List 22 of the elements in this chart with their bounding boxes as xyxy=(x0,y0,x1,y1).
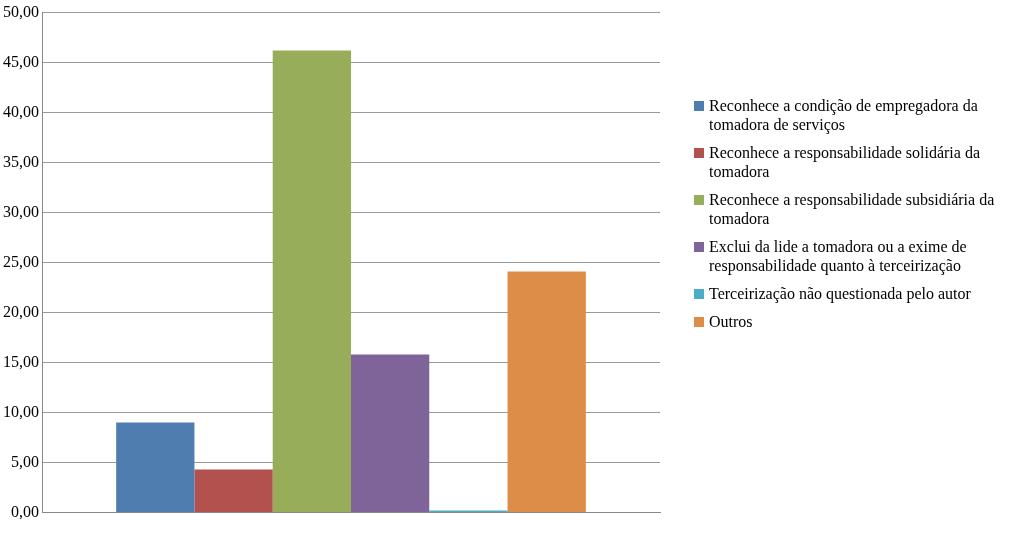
bar xyxy=(116,422,195,513)
y-tick-label: 10,00 xyxy=(3,402,39,420)
y-tick-label: 45,00 xyxy=(3,52,39,70)
y-tick-label: 15,00 xyxy=(3,352,39,370)
bar xyxy=(507,271,586,513)
bar xyxy=(194,469,273,513)
y-tick-label: 20,00 xyxy=(3,302,39,320)
y-tick-label: 35,00 xyxy=(3,152,39,170)
legend-label: Exclui da lide a tomadora ou a exime de responsabilidade quanto à terceirização xyxy=(709,237,968,275)
y-tick-label: 50,00 xyxy=(3,2,39,20)
y-tick-label: 40,00 xyxy=(3,102,39,120)
legend-label: Outros xyxy=(709,312,753,331)
legend-label: Reconhece a responsabilidade subsidiária da tomadora xyxy=(709,190,996,228)
legend-label: Reconhece a responsabilidade solidária da tomadora xyxy=(709,143,981,181)
y-tick-label: 25,00 xyxy=(3,252,39,270)
y-tick-label: 30,00 xyxy=(3,202,39,220)
bar xyxy=(272,50,351,513)
legend-label: Reconhece a condição de empregadora da tomadora de serviços xyxy=(709,96,979,134)
y-tick-label: 5,00 xyxy=(11,452,39,470)
y-tick-label: 0,00 xyxy=(11,502,39,520)
bar xyxy=(351,354,430,513)
legend-label: Terceirização não questionada pelo autor xyxy=(709,284,971,303)
